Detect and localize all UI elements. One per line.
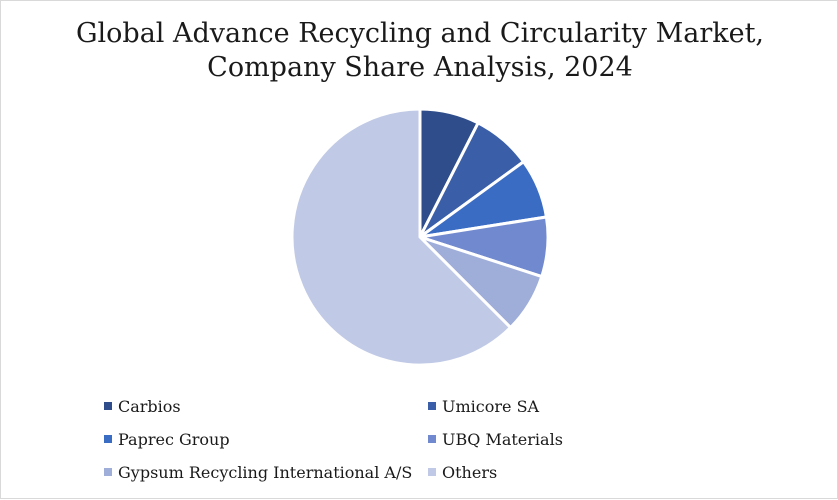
legend-label: Gypsum Recycling International A/S [118, 462, 413, 482]
legend-swatch [104, 402, 112, 410]
chart-title-line-1: Global Advance Recycling and Circularity… [75, 18, 765, 49]
legend-swatch [428, 402, 436, 410]
legend-label: Paprec Group [118, 429, 230, 449]
pie-slice-others [290, 107, 513, 367]
legend-label: Others [442, 462, 498, 482]
chart-title: Global Advance Recycling and Circularity… [1, 17, 838, 85]
legend-swatch [104, 468, 112, 476]
legend-item-carbios: Carbios [104, 396, 181, 416]
legend-swatch [428, 435, 436, 443]
legend-swatch [428, 468, 436, 476]
legend-item-umicore-sa: Umicore SA [428, 396, 539, 416]
legend-swatch [104, 435, 112, 443]
chart-title-line-2: Company Share Analysis, 2024 [207, 52, 633, 83]
legend-label: Umicore SA [442, 396, 540, 416]
legend-item-ubq-materials: UBQ Materials [428, 429, 563, 449]
legend-item-paprec-group: Paprec Group [104, 429, 230, 449]
legend-label: UBQ Materials [442, 429, 563, 449]
legend-item-others: Others [428, 462, 497, 482]
legend-label: Carbios [118, 396, 181, 416]
legend-item-gypsum-recycling-international-a-s: Gypsum Recycling International A/S [104, 462, 412, 482]
